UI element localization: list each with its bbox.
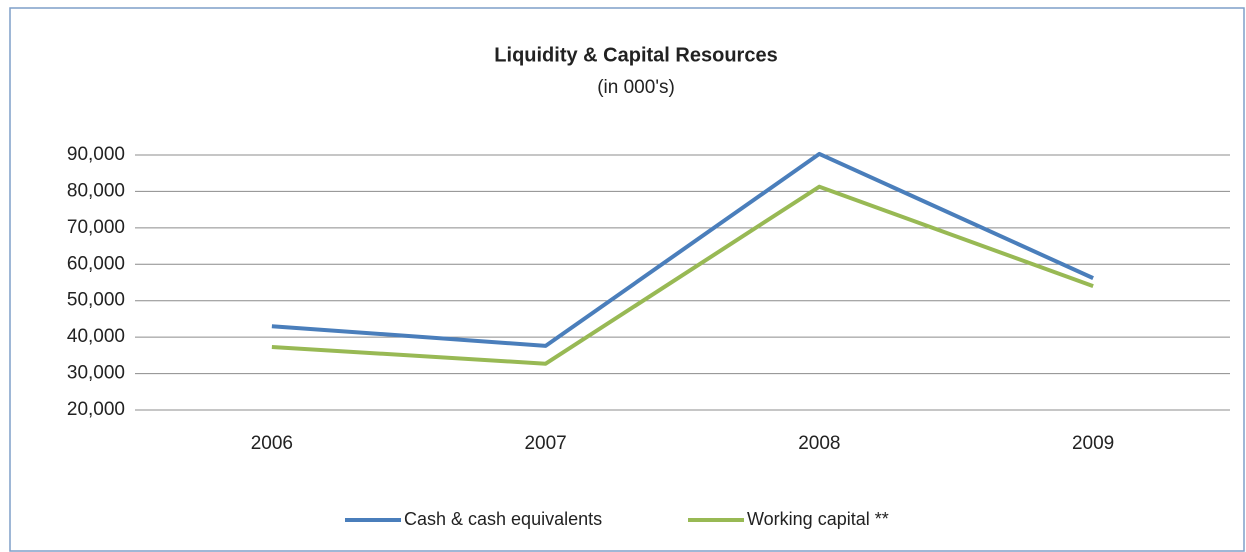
x-tick-label: 2006: [251, 433, 293, 454]
x-tick-label: 2007: [524, 433, 566, 454]
y-tick-label: 80,000: [67, 180, 125, 201]
y-tick-label: 40,000: [67, 326, 125, 347]
chart-title: Liquidity & Capital Resources: [494, 44, 777, 66]
chart-frame: [9, 7, 1245, 552]
line-series: [271, 151, 1094, 348]
chart-subtitle: (in 000's): [597, 77, 675, 98]
y-tick-label: 20,000: [67, 399, 125, 420]
line-series: [271, 184, 1094, 366]
legend-label: Working capital **: [747, 509, 889, 529]
y-tick-label: 90,000: [67, 144, 125, 165]
x-tick-label: 2009: [1072, 433, 1114, 454]
y-tick-label: 60,000: [67, 253, 125, 274]
legend-label: Cash & cash equivalents: [404, 509, 602, 529]
y-tick-label: 30,000: [67, 363, 125, 384]
y-tick-label: 70,000: [67, 217, 125, 238]
x-tick-label: 2008: [798, 433, 840, 454]
y-tick-label: 50,000: [67, 290, 125, 311]
